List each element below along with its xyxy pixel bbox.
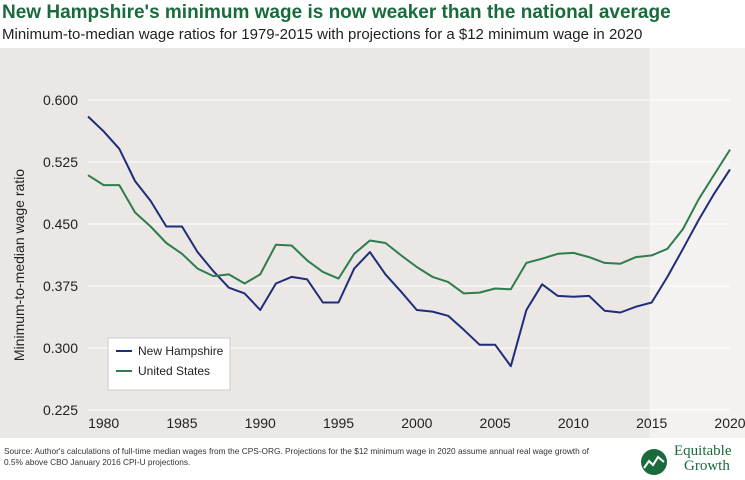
y-tick-label: 0.600 [43,92,78,108]
projection-shading [649,48,745,438]
x-tick-label: 1985 [166,415,197,431]
legend-box [107,337,231,391]
gridlines [88,99,730,411]
y-axis-label: Minimum-to-median wage ratio [11,169,27,361]
source-note: Source: Author's calculations of full-ti… [4,446,589,467]
x-tick-label: 2005 [480,415,511,431]
series-line-united-states [87,149,731,295]
y-axis-ticks: 0.600 0.525 0.450 0.375 0.300 0.225 [43,92,78,418]
legend: New Hampshire United States [107,337,231,391]
logo-word-2: Growth [684,458,730,474]
y-tick-label: 0.525 [43,154,78,170]
chart-subtitle: Minimum-to-median wage ratios for 1979-2… [2,26,643,43]
x-tick-label: 1995 [323,415,354,431]
series-line-new-hampshire [87,115,731,368]
y-tick-label: 0.225 [43,402,78,418]
x-tick-label: 2015 [636,415,667,431]
x-tick-label: 2010 [558,415,589,431]
y-tick-label: 0.450 [43,216,78,232]
chart-title: New Hampshire's minimum wage is now weak… [2,2,671,23]
x-tick-label: 1990 [245,415,276,431]
logo-word-1: Equitable [674,443,732,459]
logo-icon [641,449,667,475]
y-tick-label: 0.375 [43,278,78,294]
y-tick-label: 0.300 [43,340,78,356]
equitable-growth-logo: Equitable Growth [640,444,740,478]
x-tick-label: 1980 [88,415,119,431]
x-axis-ticks: 1980 1985 1990 1995 2000 2005 2010 2015 2020 [88,415,745,431]
legend-label-united-states: United States [138,364,210,378]
x-tick-label: 2000 [401,415,432,431]
legend-label-new-hampshire: New Hampshire [138,344,224,358]
x-tick-label: 2020 [714,415,745,431]
series-lines [87,115,731,368]
